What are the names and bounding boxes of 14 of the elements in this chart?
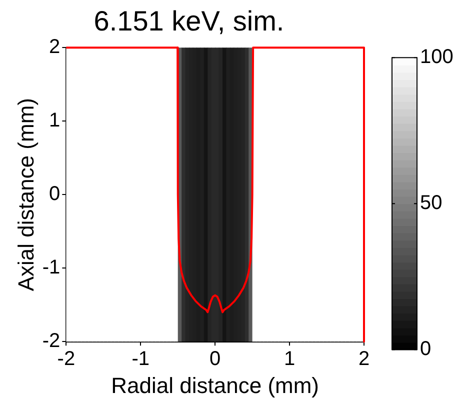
- x-tick-label: 2: [358, 348, 370, 370]
- y-tick-label: 1: [49, 110, 60, 132]
- y-tick-label: -2: [42, 330, 60, 352]
- y-tick-label: 0: [49, 183, 60, 206]
- y-tick-label: -1: [42, 256, 60, 279]
- x-tick-label: -1: [132, 348, 150, 370]
- x-axis-title: Radial distance (mm): [111, 372, 320, 398]
- x-tick-label: 0: [210, 348, 221, 370]
- color-bar-label: 50: [420, 192, 442, 214]
- x-tick-label: 1: [284, 348, 296, 370]
- y-tick-label: 2: [49, 36, 60, 58]
- y-axis-title: Axial distance (mm): [13, 98, 38, 292]
- chart-title: 6.151 keV, sim.: [94, 6, 284, 37]
- color-bar-label: 100: [420, 46, 454, 68]
